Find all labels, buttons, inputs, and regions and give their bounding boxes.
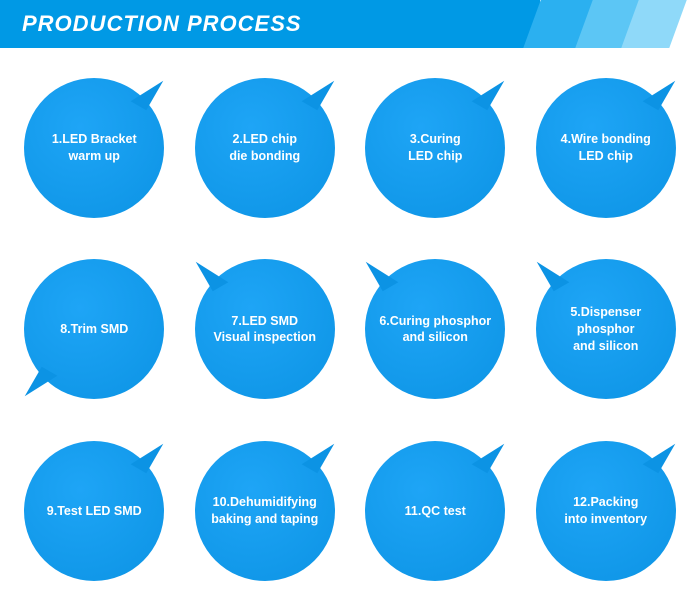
header-bar: PRODUCTION PROCESS [0,0,700,48]
process-cell: 1.LED Bracket warm up [16,66,173,230]
process-step-label: 3.Curing LED chip [408,131,462,165]
process-cell: 8.Trim SMD [16,248,173,412]
process-cell: 5.Dispenser phosphor and silicon [528,248,685,412]
process-step-label: 6.Curing phosphor and silicon [379,313,491,347]
process-step-label: 2.LED chip die bonding [229,131,300,165]
process-cell: 7.LED SMD Visual inspection [187,248,344,412]
process-cell: 12.Packing into inventory [528,429,685,593]
process-step-label: 12.Packing into inventory [564,494,647,528]
process-cell: 10.Dehumidifying baking and taping [187,429,344,593]
header-title: PRODUCTION PROCESS [22,11,302,37]
process-bubble: 11.QC test [365,441,505,581]
process-bubble: 6.Curing phosphor and silicon [365,259,505,399]
process-step-label: 1.LED Bracket warm up [52,131,137,165]
process-bubble: 3.Curing LED chip [365,78,505,218]
process-cell: 11.QC test [357,429,514,593]
process-bubble: 4.Wire bonding LED chip [536,78,676,218]
process-step-label: 7.LED SMD Visual inspection [213,313,316,347]
process-step-label: 8.Trim SMD [60,321,128,338]
process-bubble: 8.Trim SMD [24,259,164,399]
process-step-label: 4.Wire bonding LED chip [561,131,651,165]
process-bubble: 5.Dispenser phosphor and silicon [536,259,676,399]
process-step-label: 9.Test LED SMD [47,503,142,520]
process-cell: 4.Wire bonding LED chip [528,66,685,230]
process-step-label: 5.Dispenser phosphor and silicon [570,304,641,355]
process-step-label: 10.Dehumidifying baking and taping [211,494,318,528]
process-cell: 3.Curing LED chip [357,66,514,230]
process-bubble: 10.Dehumidifying baking and taping [195,441,335,581]
process-bubble: 12.Packing into inventory [536,441,676,581]
process-bubble: 9.Test LED SMD [24,441,164,581]
process-bubble: 2.LED chip die bonding [195,78,335,218]
process-grid: 1.LED Bracket warm up 2.LED chip die bond… [0,48,700,603]
process-cell: 6.Curing phosphor and silicon [357,248,514,412]
process-bubble: 1.LED Bracket warm up [24,78,164,218]
process-bubble: 7.LED SMD Visual inspection [195,259,335,399]
process-cell: 9.Test LED SMD [16,429,173,593]
process-cell: 2.LED chip die bonding [187,66,344,230]
header-main: PRODUCTION PROCESS [0,0,540,48]
header-accent [540,0,700,48]
process-step-label: 11.QC test [405,503,466,520]
